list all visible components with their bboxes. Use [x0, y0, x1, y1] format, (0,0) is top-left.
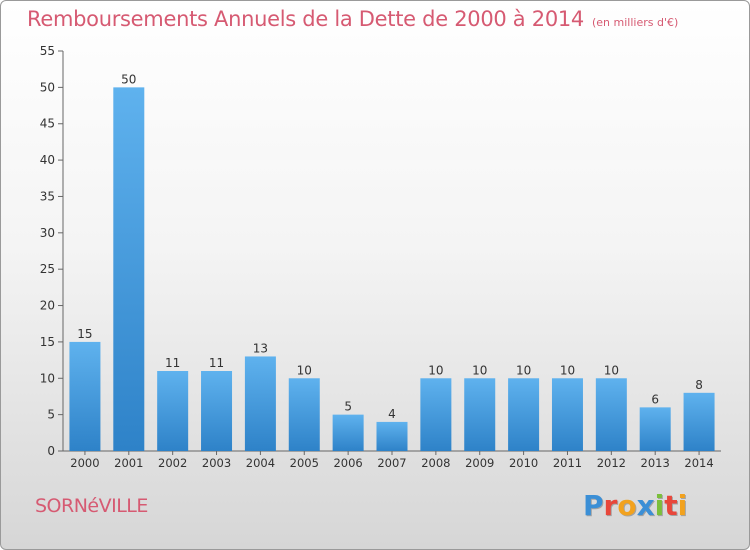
data-label: 10 — [604, 363, 619, 377]
x-tick-label: 2012 — [597, 456, 626, 470]
bar — [376, 421, 408, 451]
x-tick-label: 2008 — [421, 456, 450, 470]
bar — [201, 371, 233, 451]
logo-letter: P — [583, 489, 604, 522]
y-tick-label: 55 — [40, 44, 55, 58]
logo-letter: i — [677, 489, 688, 522]
data-label: 10 — [472, 363, 487, 377]
bar — [113, 87, 145, 451]
data-label: 11 — [165, 356, 180, 370]
y-tick-label: 15 — [40, 335, 55, 349]
data-label: 8 — [695, 378, 703, 392]
logo-letter: r — [603, 489, 618, 522]
chart-unit: (en milliers d'€) — [592, 16, 679, 29]
bar — [639, 407, 671, 451]
x-tick-label: 2007 — [377, 456, 406, 470]
x-tick-label: 2004 — [246, 456, 275, 470]
data-label: 13 — [253, 341, 268, 355]
logo-letter: t — [664, 489, 678, 522]
y-tick-label: 40 — [40, 153, 55, 167]
y-tick-label: 0 — [47, 444, 55, 458]
x-tick-label: 2002 — [158, 456, 187, 470]
bar — [69, 341, 101, 451]
chart-title-text: Remboursements Annuels de la Dette de 20… — [27, 7, 584, 31]
chart-title: Remboursements Annuels de la Dette de 20… — [27, 7, 678, 31]
bar — [157, 371, 189, 451]
data-label: 4 — [388, 407, 396, 421]
data-label: 50 — [121, 72, 136, 86]
x-tick-label: 2011 — [553, 456, 582, 470]
data-label: 6 — [651, 392, 659, 406]
x-tick-label: 2006 — [333, 456, 362, 470]
proxiti-logo: Proxiti — [583, 489, 687, 522]
data-label: 10 — [560, 363, 575, 377]
data-label: 10 — [297, 363, 312, 377]
bar — [508, 378, 540, 451]
y-tick-label: 25 — [40, 262, 55, 276]
x-tick-label: 2013 — [641, 456, 670, 470]
bar — [288, 378, 320, 451]
bar — [420, 378, 452, 451]
data-label: 10 — [428, 363, 443, 377]
commune-name: SORNéVILLE — [35, 495, 148, 517]
logo-letter: o — [617, 489, 637, 522]
bar — [464, 378, 496, 451]
data-label: 15 — [77, 327, 92, 341]
y-tick-label: 45 — [40, 117, 55, 131]
data-label: 11 — [209, 356, 224, 370]
logo-letter: i — [654, 489, 665, 522]
x-tick-label: 2001 — [114, 456, 143, 470]
y-tick-label: 20 — [40, 299, 55, 313]
logo-letter: x — [636, 489, 655, 522]
bar — [683, 392, 715, 451]
y-tick-label: 30 — [40, 226, 55, 240]
data-label: 10 — [516, 363, 531, 377]
bar — [244, 356, 276, 451]
x-tick-label: 2000 — [70, 456, 99, 470]
x-tick-label: 2003 — [202, 456, 231, 470]
y-tick-label: 10 — [40, 371, 55, 385]
y-tick-label: 5 — [47, 408, 55, 422]
y-tick-label: 35 — [40, 189, 55, 203]
y-tick-label: 50 — [40, 80, 55, 94]
x-tick-label: 2014 — [684, 456, 713, 470]
x-tick-label: 2005 — [290, 456, 319, 470]
x-tick-label: 2010 — [509, 456, 538, 470]
bar — [332, 414, 364, 451]
bar — [595, 378, 627, 451]
data-label: 5 — [344, 400, 352, 414]
x-tick-label: 2009 — [465, 456, 494, 470]
bar — [551, 378, 583, 451]
